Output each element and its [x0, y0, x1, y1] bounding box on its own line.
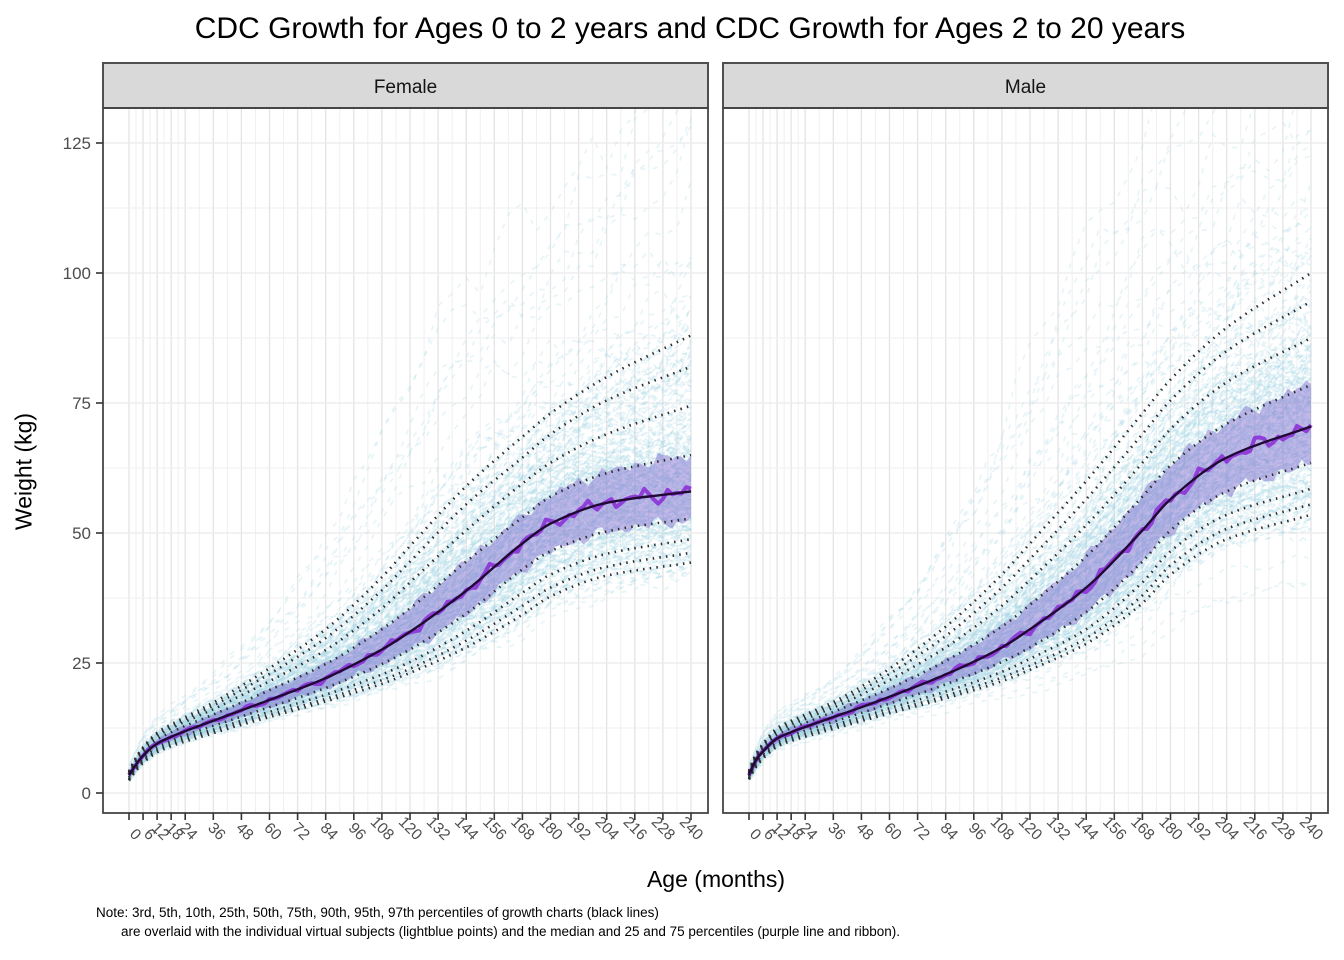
x-tick-label: 204 [592, 814, 623, 845]
footnote-line-2: are overlaid with the individual virtual… [121, 924, 900, 939]
x-tick-label: 48 [852, 820, 876, 844]
cdc-percentile-lines [747, 271, 1312, 781]
x-tick-label: 240 [1296, 814, 1327, 845]
x-tick-label: 72 [289, 820, 313, 844]
x-tick-label: 84 [317, 820, 341, 844]
x-axis-title: Age (months) [646, 866, 786, 892]
x-tick-label: 108 [987, 814, 1017, 844]
x-tick-label: 216 [620, 814, 650, 844]
x-tick-label: 60 [880, 820, 904, 844]
percentile-line-p25 [747, 461, 1312, 777]
y-tick-label: 50 [72, 524, 91, 543]
x-tick-label: 240 [676, 814, 707, 845]
x-tick-label: 132 [1043, 814, 1073, 844]
x-tick-label: 24 [176, 820, 200, 844]
x-tick-label: 36 [824, 820, 848, 844]
x-tick-label: 120 [395, 814, 426, 845]
facet-strip-label: Female [374, 77, 437, 98]
y-tick-label: 75 [72, 394, 91, 413]
panel-border [102, 107, 709, 814]
x-tick-label: 144 [1071, 814, 1102, 845]
percentile-line-p90 [747, 336, 1312, 773]
x-tick-label: 84 [937, 820, 961, 844]
facet-strip [102, 62, 709, 109]
x-tick-label: 96 [965, 820, 989, 844]
cdc-median-line [747, 425, 1312, 776]
x-tick-label: 168 [1127, 814, 1157, 844]
percentile-line-p3 [747, 513, 1312, 781]
x-tick-label: 228 [1268, 814, 1298, 844]
x-tick-label: 192 [563, 814, 593, 844]
y-tick-label: 100 [63, 264, 91, 283]
panel-grid [724, 109, 1327, 812]
iqr-ribbon [749, 380, 1311, 777]
iqr-ribbon [129, 452, 691, 779]
chart-title: CDC Growth for Ages 0 to 2 years and CDC… [194, 12, 1186, 45]
x-tick-label: 204 [1212, 814, 1243, 845]
x-tick-label: 36 [204, 820, 228, 844]
x-tick-label: 192 [1183, 814, 1213, 844]
y-axis-title: Weight (kg) [10, 412, 37, 531]
y-tick-label: 125 [63, 134, 91, 153]
x-tick-label: 108 [367, 814, 397, 844]
x-tick-label: 180 [1155, 814, 1186, 845]
panel-grid [104, 109, 707, 812]
percentile-line-p95 [127, 365, 692, 773]
x-tick-label: 216 [1240, 814, 1270, 844]
x-tick-label: 168 [507, 814, 537, 844]
cdc-percentile-lines [127, 334, 692, 782]
footnote-line-1: Note: 3rd, 5th, 10th, 25th, 50th, 75th, … [96, 905, 659, 920]
y-tick-label: 25 [72, 654, 91, 673]
percentile-line-p10 [127, 537, 692, 780]
y-axis: 0 25 50 75 100 125 [63, 134, 103, 803]
x-tick-label: 156 [479, 814, 509, 844]
y-tick-label: 0 [82, 784, 91, 803]
facet-strip-label: Male [1005, 77, 1046, 98]
x-tick-label: 132 [423, 814, 453, 844]
x-tick-label: 156 [1099, 814, 1129, 844]
x-tick-label: 48 [232, 820, 256, 844]
cdc-median-line [127, 490, 692, 776]
x-tick-label: 144 [451, 814, 482, 845]
x-tick-label: 60 [260, 820, 284, 844]
x-tick-label: 96 [345, 820, 369, 844]
x-tick-label: 180 [535, 814, 566, 845]
facet-strip [722, 62, 1329, 109]
x-tick-label: 72 [909, 820, 933, 844]
x-tick-label: 120 [1015, 814, 1046, 845]
percentile-line-p3 [127, 561, 692, 782]
panel-border [722, 107, 1329, 814]
x-tick-label: 24 [796, 820, 820, 844]
x-tick-label: 228 [648, 814, 678, 844]
